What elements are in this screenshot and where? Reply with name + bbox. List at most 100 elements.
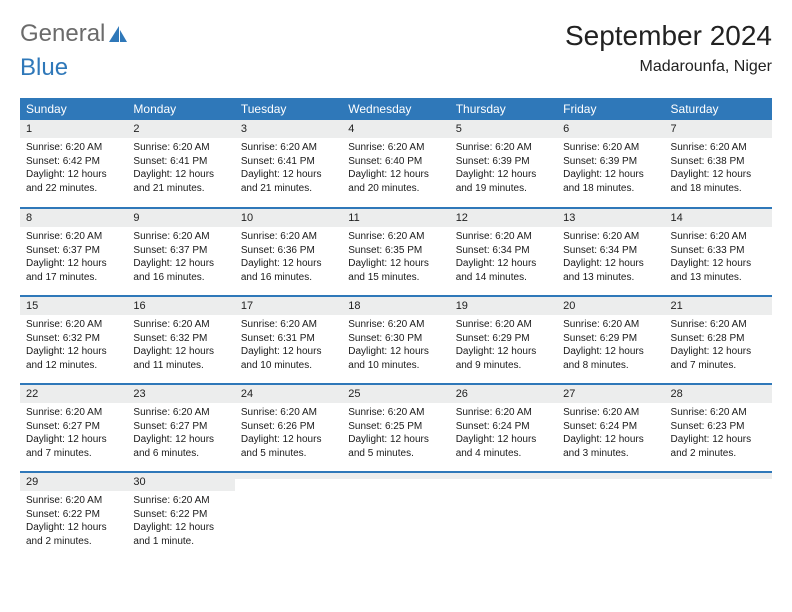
day-cell: 10Sunrise: 6:20 AMSunset: 6:36 PMDayligh… bbox=[235, 208, 342, 296]
day-number: 25 bbox=[342, 385, 449, 403]
sunset-text: Sunset: 6:41 PM bbox=[241, 155, 336, 169]
daylight-text: Daylight: 12 hours and 2 minutes. bbox=[671, 433, 766, 460]
sunset-text: Sunset: 6:36 PM bbox=[241, 244, 336, 258]
day-number: 1 bbox=[20, 120, 127, 138]
day-body: Sunrise: 6:20 AMSunset: 6:41 PMDaylight:… bbox=[235, 138, 342, 201]
sunrise-text: Sunrise: 6:20 AM bbox=[456, 230, 551, 244]
brand-name-2: Blue bbox=[20, 54, 68, 81]
day-cell: 26Sunrise: 6:20 AMSunset: 6:24 PMDayligh… bbox=[450, 384, 557, 472]
day-body: Sunrise: 6:20 AMSunset: 6:23 PMDaylight:… bbox=[665, 403, 772, 466]
day-cell bbox=[557, 472, 664, 560]
day-number: 22 bbox=[20, 385, 127, 403]
daylight-text: Daylight: 12 hours and 11 minutes. bbox=[133, 345, 228, 372]
dayheader-monday: Monday bbox=[127, 98, 234, 120]
day-cell: 11Sunrise: 6:20 AMSunset: 6:35 PMDayligh… bbox=[342, 208, 449, 296]
daylight-text: Daylight: 12 hours and 22 minutes. bbox=[26, 168, 121, 195]
sunset-text: Sunset: 6:25 PM bbox=[348, 420, 443, 434]
sunset-text: Sunset: 6:39 PM bbox=[456, 155, 551, 169]
daylight-text: Daylight: 12 hours and 17 minutes. bbox=[26, 257, 121, 284]
day-body: Sunrise: 6:20 AMSunset: 6:27 PMDaylight:… bbox=[127, 403, 234, 466]
week-row: 1Sunrise: 6:20 AMSunset: 6:42 PMDaylight… bbox=[20, 120, 772, 208]
day-body: Sunrise: 6:20 AMSunset: 6:22 PMDaylight:… bbox=[20, 491, 127, 554]
daylight-text: Daylight: 12 hours and 5 minutes. bbox=[348, 433, 443, 460]
day-body: Sunrise: 6:20 AMSunset: 6:35 PMDaylight:… bbox=[342, 227, 449, 290]
day-body: Sunrise: 6:20 AMSunset: 6:39 PMDaylight:… bbox=[557, 138, 664, 201]
daylight-text: Daylight: 12 hours and 4 minutes. bbox=[456, 433, 551, 460]
sunrise-text: Sunrise: 6:20 AM bbox=[26, 406, 121, 420]
daylight-text: Daylight: 12 hours and 20 minutes. bbox=[348, 168, 443, 195]
day-cell: 5Sunrise: 6:20 AMSunset: 6:39 PMDaylight… bbox=[450, 120, 557, 208]
day-cell bbox=[665, 472, 772, 560]
week-row: 29Sunrise: 6:20 AMSunset: 6:22 PMDayligh… bbox=[20, 472, 772, 560]
sunset-text: Sunset: 6:38 PM bbox=[671, 155, 766, 169]
daylight-text: Daylight: 12 hours and 10 minutes. bbox=[241, 345, 336, 372]
day-cell: 19Sunrise: 6:20 AMSunset: 6:29 PMDayligh… bbox=[450, 296, 557, 384]
day-cell: 3Sunrise: 6:20 AMSunset: 6:41 PMDaylight… bbox=[235, 120, 342, 208]
day-body: Sunrise: 6:20 AMSunset: 6:22 PMDaylight:… bbox=[127, 491, 234, 554]
day-body: Sunrise: 6:20 AMSunset: 6:40 PMDaylight:… bbox=[342, 138, 449, 201]
day-cell bbox=[450, 472, 557, 560]
day-cell: 18Sunrise: 6:20 AMSunset: 6:30 PMDayligh… bbox=[342, 296, 449, 384]
day-cell: 28Sunrise: 6:20 AMSunset: 6:23 PMDayligh… bbox=[665, 384, 772, 472]
day-body: Sunrise: 6:20 AMSunset: 6:28 PMDaylight:… bbox=[665, 315, 772, 378]
day-body bbox=[557, 479, 664, 539]
day-body: Sunrise: 6:20 AMSunset: 6:33 PMDaylight:… bbox=[665, 227, 772, 290]
daylight-text: Daylight: 12 hours and 7 minutes. bbox=[671, 345, 766, 372]
sunrise-text: Sunrise: 6:20 AM bbox=[26, 494, 121, 508]
day-cell: 1Sunrise: 6:20 AMSunset: 6:42 PMDaylight… bbox=[20, 120, 127, 208]
daylight-text: Daylight: 12 hours and 7 minutes. bbox=[26, 433, 121, 460]
sunset-text: Sunset: 6:37 PM bbox=[133, 244, 228, 258]
day-body: Sunrise: 6:20 AMSunset: 6:32 PMDaylight:… bbox=[127, 315, 234, 378]
day-number: 8 bbox=[20, 209, 127, 227]
sunrise-text: Sunrise: 6:20 AM bbox=[563, 406, 658, 420]
day-number: 16 bbox=[127, 297, 234, 315]
daylight-text: Daylight: 12 hours and 5 minutes. bbox=[241, 433, 336, 460]
day-number: 13 bbox=[557, 209, 664, 227]
day-number: 4 bbox=[342, 120, 449, 138]
sunrise-text: Sunrise: 6:20 AM bbox=[133, 230, 228, 244]
week-row: 22Sunrise: 6:20 AMSunset: 6:27 PMDayligh… bbox=[20, 384, 772, 472]
sunrise-text: Sunrise: 6:20 AM bbox=[348, 230, 443, 244]
sunset-text: Sunset: 6:22 PM bbox=[26, 508, 121, 522]
daylight-text: Daylight: 12 hours and 2 minutes. bbox=[26, 521, 121, 548]
day-number: 9 bbox=[127, 209, 234, 227]
sunset-text: Sunset: 6:35 PM bbox=[348, 244, 443, 258]
day-number: 24 bbox=[235, 385, 342, 403]
sunset-text: Sunset: 6:42 PM bbox=[26, 155, 121, 169]
day-cell: 24Sunrise: 6:20 AMSunset: 6:26 PMDayligh… bbox=[235, 384, 342, 472]
sunset-text: Sunset: 6:33 PM bbox=[671, 244, 766, 258]
day-cell: 8Sunrise: 6:20 AMSunset: 6:37 PMDaylight… bbox=[20, 208, 127, 296]
sunset-text: Sunset: 6:39 PM bbox=[563, 155, 658, 169]
sunrise-text: Sunrise: 6:20 AM bbox=[241, 318, 336, 332]
sunrise-text: Sunrise: 6:20 AM bbox=[133, 318, 228, 332]
day-cell: 30Sunrise: 6:20 AMSunset: 6:22 PMDayligh… bbox=[127, 472, 234, 560]
day-number: 5 bbox=[450, 120, 557, 138]
day-cell: 4Sunrise: 6:20 AMSunset: 6:40 PMDaylight… bbox=[342, 120, 449, 208]
day-number: 17 bbox=[235, 297, 342, 315]
day-body bbox=[342, 479, 449, 539]
day-number: 6 bbox=[557, 120, 664, 138]
day-body: Sunrise: 6:20 AMSunset: 6:31 PMDaylight:… bbox=[235, 315, 342, 378]
month-title: September 2024 bbox=[565, 20, 772, 52]
daylight-text: Daylight: 12 hours and 8 minutes. bbox=[563, 345, 658, 372]
day-number: 18 bbox=[342, 297, 449, 315]
day-cell: 15Sunrise: 6:20 AMSunset: 6:32 PMDayligh… bbox=[20, 296, 127, 384]
day-body: Sunrise: 6:20 AMSunset: 6:37 PMDaylight:… bbox=[127, 227, 234, 290]
day-number: 23 bbox=[127, 385, 234, 403]
day-body: Sunrise: 6:20 AMSunset: 6:41 PMDaylight:… bbox=[127, 138, 234, 201]
day-body: Sunrise: 6:20 AMSunset: 6:42 PMDaylight:… bbox=[20, 138, 127, 201]
day-body: Sunrise: 6:20 AMSunset: 6:38 PMDaylight:… bbox=[665, 138, 772, 201]
day-cell: 25Sunrise: 6:20 AMSunset: 6:25 PMDayligh… bbox=[342, 384, 449, 472]
daylight-text: Daylight: 12 hours and 19 minutes. bbox=[456, 168, 551, 195]
day-cell: 23Sunrise: 6:20 AMSunset: 6:27 PMDayligh… bbox=[127, 384, 234, 472]
daylight-text: Daylight: 12 hours and 16 minutes. bbox=[133, 257, 228, 284]
daylight-text: Daylight: 12 hours and 13 minutes. bbox=[671, 257, 766, 284]
sunrise-text: Sunrise: 6:20 AM bbox=[563, 141, 658, 155]
day-body: Sunrise: 6:20 AMSunset: 6:24 PMDaylight:… bbox=[557, 403, 664, 466]
dayheader-saturday: Saturday bbox=[665, 98, 772, 120]
day-number: 15 bbox=[20, 297, 127, 315]
day-body: Sunrise: 6:20 AMSunset: 6:25 PMDaylight:… bbox=[342, 403, 449, 466]
day-body: Sunrise: 6:20 AMSunset: 6:32 PMDaylight:… bbox=[20, 315, 127, 378]
dayheader-wednesday: Wednesday bbox=[342, 98, 449, 120]
day-cell bbox=[342, 472, 449, 560]
